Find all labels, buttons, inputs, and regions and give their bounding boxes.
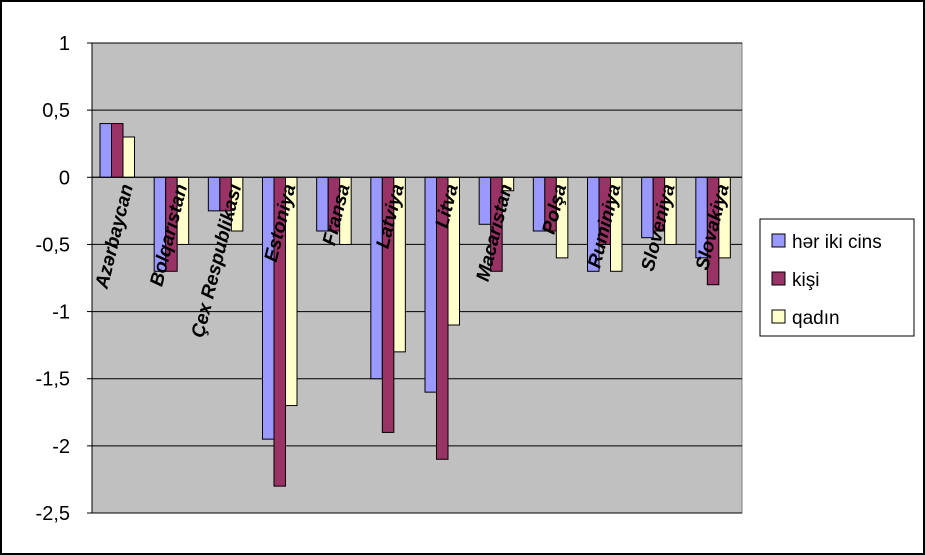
legend-label: qadın [792, 308, 840, 329]
legend-swatch [771, 233, 786, 248]
legend-swatch [771, 309, 786, 324]
legend-label: kişi [792, 270, 819, 291]
bar [111, 123, 124, 178]
legend: hər iki cins kişi qadın [759, 218, 915, 337]
y-tick-label: -0,5 [36, 234, 70, 256]
plot-area [91, 42, 743, 514]
legend-swatch [771, 271, 786, 286]
gridlines [92, 42, 742, 514]
y-axis: 1 0,5 0 -0,5 -1 -1,5 -2 -2,5 [36, 33, 93, 525]
bar [207, 176, 221, 212]
y-tick-label: -2,5 [36, 503, 70, 525]
legend-label: hər iki cins [792, 232, 882, 253]
legend-box [759, 218, 915, 337]
y-tick-label: -2 [52, 436, 70, 458]
y-tick-label: -1,5 [36, 369, 70, 391]
bar [370, 176, 383, 380]
y-tick-label: 0 [59, 167, 70, 189]
bar [122, 136, 135, 178]
bars [99, 123, 731, 487]
y-tick-label: 0,5 [42, 100, 70, 122]
y-tick-label: -1 [52, 302, 70, 324]
bar [99, 123, 112, 178]
y-tick-label: 1 [59, 33, 70, 55]
